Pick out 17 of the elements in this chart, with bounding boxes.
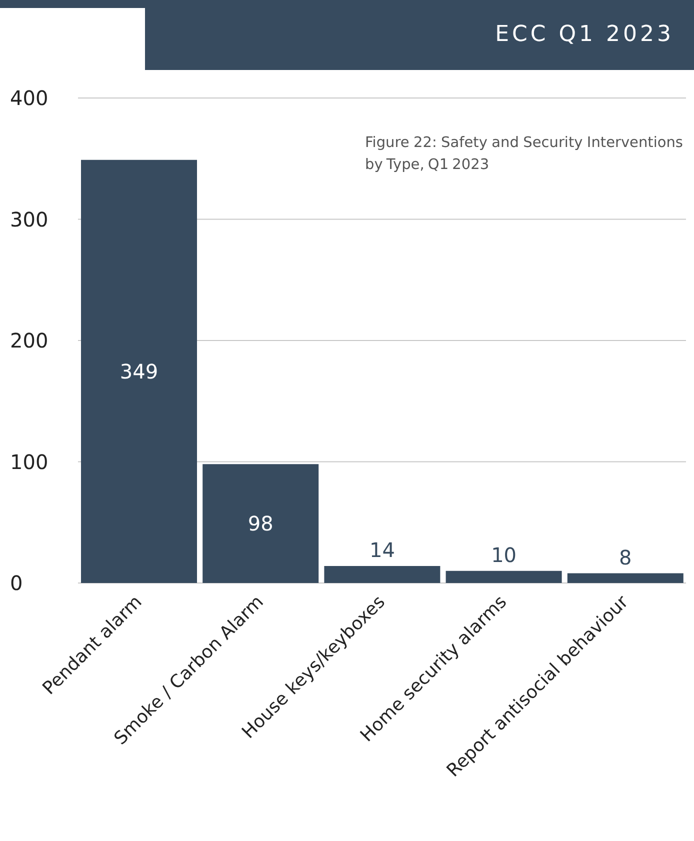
data-label: 98 [248, 512, 274, 536]
y-tick-label: 0 [10, 571, 23, 596]
text: ECC Q1 2023 [495, 22, 674, 47]
bar [202, 464, 319, 583]
data-label: 8 [619, 545, 632, 570]
y-tick-label: 100 [10, 450, 48, 474]
bar [81, 160, 197, 583]
y-tick-label: 200 [10, 328, 48, 353]
bar [446, 570, 562, 583]
text: Figure 22: Safety and Security Interventions by Type, Q1 2023 [365, 132, 683, 176]
data-label: 10 [491, 542, 517, 567]
bar [567, 573, 684, 583]
y-tick-label: 400 [10, 86, 48, 110]
bar [324, 566, 440, 583]
data-label: 14 [369, 538, 395, 562]
y-tick-label: 300 [10, 207, 48, 232]
data-label: 349 [120, 359, 158, 384]
